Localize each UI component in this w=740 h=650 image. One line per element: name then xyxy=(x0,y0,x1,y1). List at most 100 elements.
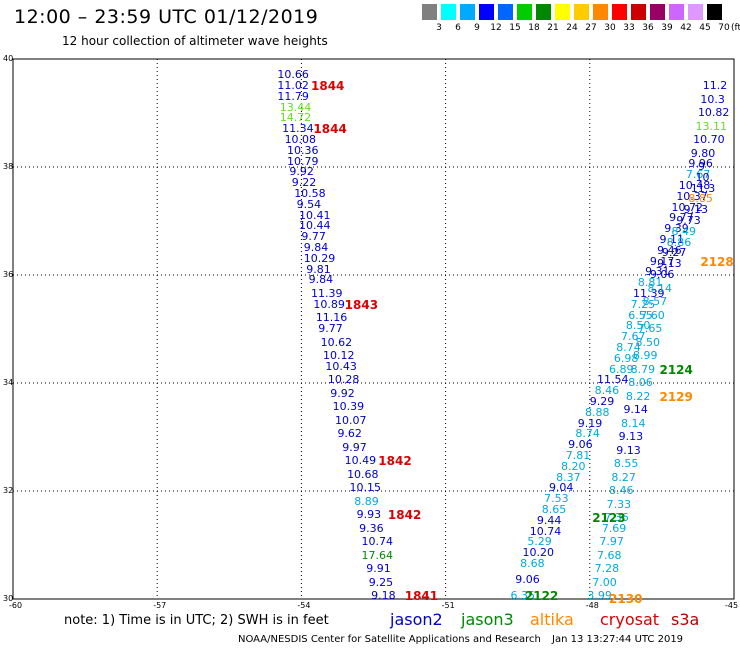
wave-height-value: 10.28 xyxy=(327,373,360,387)
wave-height-value: 8.79 xyxy=(630,362,656,376)
scale-swatch xyxy=(688,4,703,20)
wave-height-value: 8.50 xyxy=(635,335,660,349)
wave-height-value: 9.92 xyxy=(289,165,314,179)
scale-label: 24 xyxy=(566,23,578,33)
wave-height-value: 11.79 xyxy=(277,89,309,103)
wave-height-value: 13.11 xyxy=(695,119,728,133)
wave-height-value: 9.06 xyxy=(515,573,540,587)
lon-label: -60 xyxy=(9,601,23,610)
lon-label: -57 xyxy=(153,601,167,610)
wave-height-value: 6.55 xyxy=(628,308,653,322)
track-number-label: 1841 xyxy=(404,589,439,604)
track-number-label: 2129 xyxy=(659,389,693,404)
wave-height-value: 10.70 xyxy=(693,133,725,146)
scale-unit: (ft) xyxy=(731,23,740,33)
wave-height-value: 10.66 xyxy=(277,68,309,82)
track-number-label: 2122 xyxy=(524,589,559,604)
wave-height-value: 8.37 xyxy=(556,470,581,484)
wave-height-value: 7.67 xyxy=(685,168,711,182)
wave-height-value: 10.72 xyxy=(671,200,704,214)
wave-height-value: 8.46 xyxy=(609,484,634,497)
wave-height-value: 8.99 xyxy=(633,349,658,362)
wave-height-value: 10.36 xyxy=(286,143,319,157)
wave-height-value: 7.97 xyxy=(599,535,624,549)
wave-height-value: 8.74 xyxy=(575,427,600,441)
wave-height-value: 8.81 xyxy=(637,276,663,290)
wave-height-value: 9.73 xyxy=(676,214,701,227)
scale-swatch xyxy=(441,4,456,20)
page-subtitle: 12 hour collection of altimeter wave hei… xyxy=(62,34,328,48)
lon-label: -51 xyxy=(441,601,455,610)
wave-height-value: 11.39 xyxy=(311,286,343,300)
wave-height-value: 11.02 xyxy=(277,79,309,92)
wave-height-value: 8.14 xyxy=(621,416,646,430)
wave-height-value: 8.68 xyxy=(520,556,545,570)
wave-height-value: 10. xyxy=(695,170,714,184)
track-number-label: 2124 xyxy=(659,362,693,377)
wave-height-value: 9.13 xyxy=(618,430,644,443)
wave-height-value: 9.11 xyxy=(659,232,684,246)
scale-swatch xyxy=(498,4,513,20)
wave-height-value: 9.44 xyxy=(536,513,562,527)
wave-height-value: 11.54 xyxy=(597,373,629,387)
wave-height-value: 9.27 xyxy=(661,246,687,260)
wave-height-value: 11.3 xyxy=(690,181,716,195)
legend-item-s3a: s3a xyxy=(671,610,700,629)
footnote: note: 1) Time is in UTC; 2) SWH is in fe… xyxy=(64,613,329,628)
wave-height-value: 9.25 xyxy=(368,575,394,589)
scale-label: 39 xyxy=(661,23,673,33)
wave-height-value: 9.97 xyxy=(342,440,367,454)
wave-height-value: 10.79 xyxy=(286,154,319,168)
wave-height-value: 7.65 xyxy=(637,322,663,335)
wave-height-value: 9.54 xyxy=(296,197,322,211)
wave-height-value: 11.16 xyxy=(315,311,348,325)
wave-height-value: 8.06 xyxy=(628,376,653,389)
wave-height-value: 9.13 xyxy=(683,203,709,217)
scale-swatch xyxy=(555,4,570,20)
wave-height-value: 11.39 xyxy=(633,286,665,300)
legend-item-jason2: jason2 xyxy=(390,610,443,629)
scale-swatch xyxy=(517,4,532,20)
scale-label: 45 xyxy=(699,23,711,33)
wave-height-value: 10.68 xyxy=(347,467,379,481)
wave-height-value: 10.37 xyxy=(676,189,708,203)
wave-height-value: 9.93 xyxy=(356,508,382,522)
wave-height-value: 10.62 xyxy=(320,335,353,349)
scale-label: 15 xyxy=(509,23,521,33)
wave-height-value: 8.89 xyxy=(354,494,379,508)
scale-label: 42 xyxy=(680,23,692,33)
track-number-label: 2128 xyxy=(700,254,734,269)
track-number-label: 1842 xyxy=(387,508,422,523)
wave-height-value: 9.13 xyxy=(616,443,641,457)
track-number-label: 1844 xyxy=(311,79,345,93)
wave-height-value: 7.69 xyxy=(601,521,627,535)
wave-height-value: 7.36 xyxy=(604,511,629,524)
wave-height-value: 7.53 xyxy=(544,492,569,506)
wave-height-value: 10.29 xyxy=(303,251,336,265)
wave-height-value: 9.77 xyxy=(301,230,326,244)
scale-label: 6 xyxy=(455,23,461,33)
scale-swatch xyxy=(612,4,627,20)
wave-height-value: 9.06 xyxy=(568,438,593,452)
wave-height-value: 10.08 xyxy=(284,133,317,146)
scale-swatch xyxy=(631,4,646,20)
wave-height-value: 10.3 xyxy=(700,92,725,106)
scale-label: 36 xyxy=(642,23,654,33)
wave-height-value: 8.46 xyxy=(594,384,620,398)
wave-height-value: 9.17 xyxy=(649,254,675,268)
wave-height-value: 6.98 xyxy=(613,351,639,365)
lat-label: 32 xyxy=(3,486,14,495)
lon-label: -45 xyxy=(725,601,739,610)
wave-height-value: 8.22 xyxy=(625,389,651,403)
wave-height-value: 9.31 xyxy=(645,265,670,279)
scale-label: 30 xyxy=(604,23,616,33)
wave-height-value: 9.84 xyxy=(303,241,329,254)
scale-swatch xyxy=(460,4,475,20)
lat-label: 34 xyxy=(3,378,14,387)
wave-height-value: 9.39 xyxy=(664,222,689,236)
legend-item-jason3: jason3 xyxy=(461,610,514,629)
wave-height-value: 9.62 xyxy=(337,427,362,441)
wave-height-value: 7.68 xyxy=(597,548,622,562)
wave-height-value: 8.65 xyxy=(541,502,567,516)
scale-label: 12 xyxy=(490,23,502,33)
